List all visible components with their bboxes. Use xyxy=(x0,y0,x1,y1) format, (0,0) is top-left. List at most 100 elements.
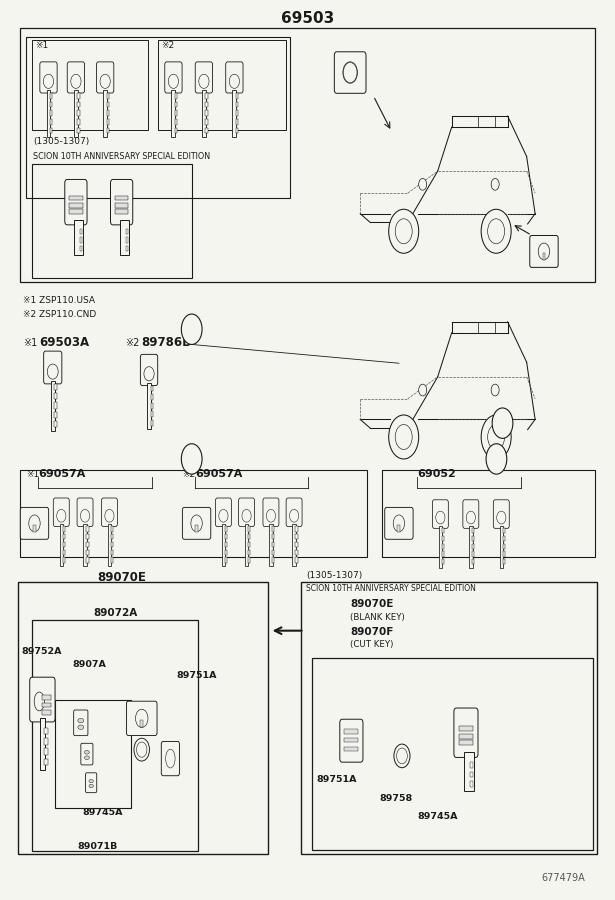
Text: ①: ① xyxy=(187,454,196,464)
Bar xyxy=(272,535,274,539)
Bar xyxy=(111,557,113,562)
FancyBboxPatch shape xyxy=(263,498,279,526)
Bar xyxy=(224,557,227,562)
Bar xyxy=(32,164,192,278)
Circle shape xyxy=(134,738,149,761)
Bar xyxy=(140,720,143,727)
Bar xyxy=(175,119,177,125)
Bar xyxy=(442,559,444,564)
Text: 69057A: 69057A xyxy=(195,469,242,479)
Bar xyxy=(295,535,298,539)
Bar xyxy=(344,747,359,752)
Bar xyxy=(502,536,505,541)
Text: 69057A: 69057A xyxy=(38,469,85,479)
FancyBboxPatch shape xyxy=(165,62,182,93)
Ellipse shape xyxy=(100,74,110,88)
Bar xyxy=(175,111,177,116)
FancyBboxPatch shape xyxy=(385,508,413,539)
Bar xyxy=(502,544,505,549)
Ellipse shape xyxy=(47,364,58,379)
Text: 677479A: 677479A xyxy=(541,872,585,883)
FancyBboxPatch shape xyxy=(54,498,69,526)
Bar xyxy=(502,559,505,564)
Bar xyxy=(83,524,87,566)
Ellipse shape xyxy=(266,509,276,522)
Ellipse shape xyxy=(242,509,251,522)
Bar xyxy=(115,203,128,208)
FancyBboxPatch shape xyxy=(101,498,117,526)
Bar xyxy=(44,728,47,734)
FancyBboxPatch shape xyxy=(30,677,55,722)
Bar xyxy=(63,557,65,562)
Bar xyxy=(205,102,208,107)
Bar xyxy=(245,524,248,566)
Bar xyxy=(499,526,503,568)
Bar xyxy=(115,195,128,200)
Text: (CUT KEY): (CUT KEY) xyxy=(350,641,394,650)
Ellipse shape xyxy=(84,751,89,754)
Bar xyxy=(397,525,400,532)
Text: 69503: 69503 xyxy=(281,12,334,26)
Bar xyxy=(175,128,177,133)
Bar xyxy=(459,725,474,731)
Text: 69052: 69052 xyxy=(417,469,456,479)
FancyBboxPatch shape xyxy=(67,62,85,93)
Bar xyxy=(147,382,151,429)
Ellipse shape xyxy=(78,725,84,729)
Bar xyxy=(32,40,148,130)
Bar xyxy=(472,559,474,564)
Bar xyxy=(125,246,128,251)
Bar xyxy=(44,759,47,765)
Ellipse shape xyxy=(169,74,178,88)
Bar xyxy=(151,386,153,391)
Bar xyxy=(26,37,290,198)
Bar xyxy=(175,102,177,107)
Bar xyxy=(224,526,227,532)
Bar xyxy=(172,90,175,137)
Bar xyxy=(44,738,47,744)
FancyBboxPatch shape xyxy=(127,701,157,735)
Bar xyxy=(69,195,82,200)
Bar xyxy=(438,526,442,568)
Bar xyxy=(442,536,444,541)
FancyBboxPatch shape xyxy=(183,508,211,539)
Text: ※2: ※2 xyxy=(125,338,139,347)
Circle shape xyxy=(481,415,511,459)
Bar xyxy=(50,128,52,133)
Bar xyxy=(472,552,474,556)
Bar xyxy=(459,741,474,745)
Ellipse shape xyxy=(497,511,506,524)
Bar xyxy=(40,718,45,770)
Text: 89072A: 89072A xyxy=(93,608,138,617)
Bar xyxy=(205,111,208,116)
Bar xyxy=(20,470,367,557)
FancyBboxPatch shape xyxy=(111,179,133,225)
Bar xyxy=(269,524,272,566)
Bar xyxy=(86,542,89,547)
Bar xyxy=(301,582,597,854)
Circle shape xyxy=(395,425,412,449)
Ellipse shape xyxy=(78,718,84,723)
Bar xyxy=(542,253,546,260)
FancyBboxPatch shape xyxy=(432,500,448,528)
Bar xyxy=(236,128,238,133)
Bar xyxy=(77,94,80,99)
Text: ※1 ZSP110.USA: ※1 ZSP110.USA xyxy=(23,296,95,305)
Bar xyxy=(111,550,113,554)
Ellipse shape xyxy=(229,74,239,88)
Bar xyxy=(77,128,80,133)
Circle shape xyxy=(419,178,427,190)
Bar xyxy=(272,526,274,532)
Bar xyxy=(63,526,65,532)
Circle shape xyxy=(135,709,148,727)
Ellipse shape xyxy=(44,74,54,88)
FancyBboxPatch shape xyxy=(340,719,363,762)
Bar xyxy=(442,544,444,549)
FancyBboxPatch shape xyxy=(530,236,558,267)
Bar xyxy=(272,542,274,547)
FancyBboxPatch shape xyxy=(65,179,87,225)
Bar xyxy=(151,403,153,409)
Bar xyxy=(236,111,238,116)
Bar xyxy=(312,658,593,850)
Ellipse shape xyxy=(57,509,66,522)
